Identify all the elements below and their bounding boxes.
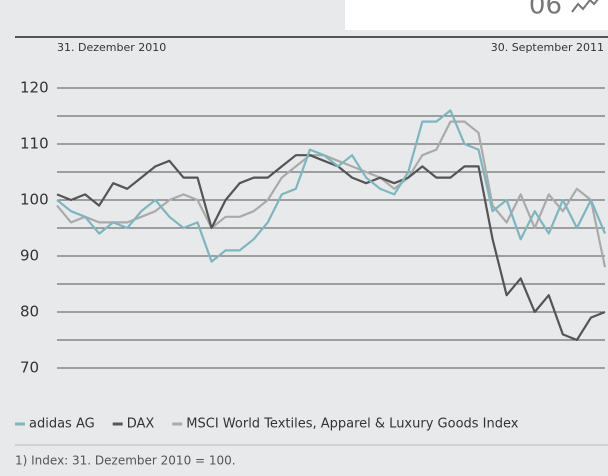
page-number: 06 (529, 0, 562, 21)
start-date: 31. Dezember 2010 (57, 41, 166, 54)
y-tick-label: 110 (20, 135, 49, 153)
y-tick-label: 90 (20, 247, 39, 265)
footnote: 1) Index: 31. Dezember 2010 = 100. (15, 454, 236, 468)
series-line (56, 109, 607, 263)
y-tick-label: 80 (20, 303, 39, 321)
series-line (56, 120, 607, 268)
legend-label: adidas AG (29, 417, 95, 432)
legend-label: DAX (127, 417, 155, 432)
page-icon (571, 0, 599, 13)
end-date: 30. September 2011 (491, 41, 604, 54)
y-tick-label: 100 (20, 191, 49, 209)
page-tab (345, 0, 608, 30)
y-tick-label: 70 (20, 359, 39, 377)
legend-label: MSCI World Textiles, Apparel & Luxury Go… (186, 417, 518, 432)
series-line (56, 154, 606, 342)
y-tick-label: 120 (20, 79, 49, 97)
